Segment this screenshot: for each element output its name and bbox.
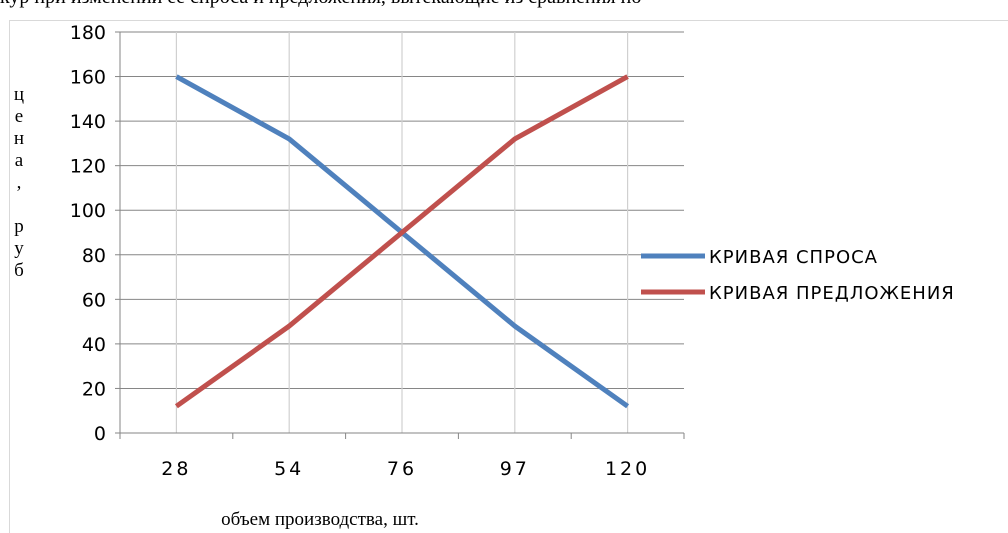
y-axis-title-char: н bbox=[14, 128, 24, 149]
y-tick-label: 80 bbox=[82, 245, 106, 267]
axis-layer: 0 20 40 60 80 100 120 140 160 180 28 54 76 97 120 bbox=[70, 22, 685, 480]
y-tick-label: 60 bbox=[82, 289, 106, 311]
y-tick-label: 180 bbox=[70, 22, 106, 44]
x-tick-label: 120 bbox=[605, 458, 650, 480]
y-axis-title-char: а bbox=[15, 150, 24, 171]
y-axis-title-char: у bbox=[14, 238, 24, 259]
y-tick-label: 160 bbox=[70, 67, 106, 89]
y-axis-title-char: ц bbox=[14, 84, 24, 105]
x-axis-title: объем производства, шт. bbox=[221, 509, 419, 530]
series-layer bbox=[174, 74, 630, 409]
legend: КРИВАЯ СПРОСА КРИВАЯ ПРЕДЛОЖЕНИЯ bbox=[641, 247, 955, 304]
y-tick-label: 100 bbox=[70, 200, 106, 222]
legend-label: КРИВАЯ СПРОСА bbox=[709, 247, 878, 268]
y-tick-label: 40 bbox=[82, 334, 106, 356]
x-tick-label: 28 bbox=[161, 458, 191, 480]
chart-frame-left bbox=[9, 20, 10, 533]
legend-label: КРИВАЯ ПРЕДЛОЖЕНИЯ bbox=[709, 283, 955, 304]
y-axis-title-char: , bbox=[17, 172, 22, 193]
x-tick-label: 76 bbox=[387, 458, 417, 480]
x-tick-label: 54 bbox=[274, 458, 304, 480]
y-tick-label: 20 bbox=[82, 378, 106, 400]
y-axis-title-char: б bbox=[14, 260, 24, 281]
chart-frame-top bbox=[9, 20, 1008, 21]
cropped-top-text: кур при изменении её спроса и предложени… bbox=[0, 0, 641, 9]
series-line bbox=[174, 74, 629, 409]
y-tick-label: 140 bbox=[70, 111, 106, 133]
y-tick-label: 120 bbox=[70, 156, 106, 178]
y-tick-label: 0 bbox=[94, 423, 106, 445]
y-axis-title-char: р bbox=[14, 216, 24, 237]
y-axis-title-char: е bbox=[15, 106, 23, 127]
x-tick-label: 97 bbox=[500, 458, 530, 480]
